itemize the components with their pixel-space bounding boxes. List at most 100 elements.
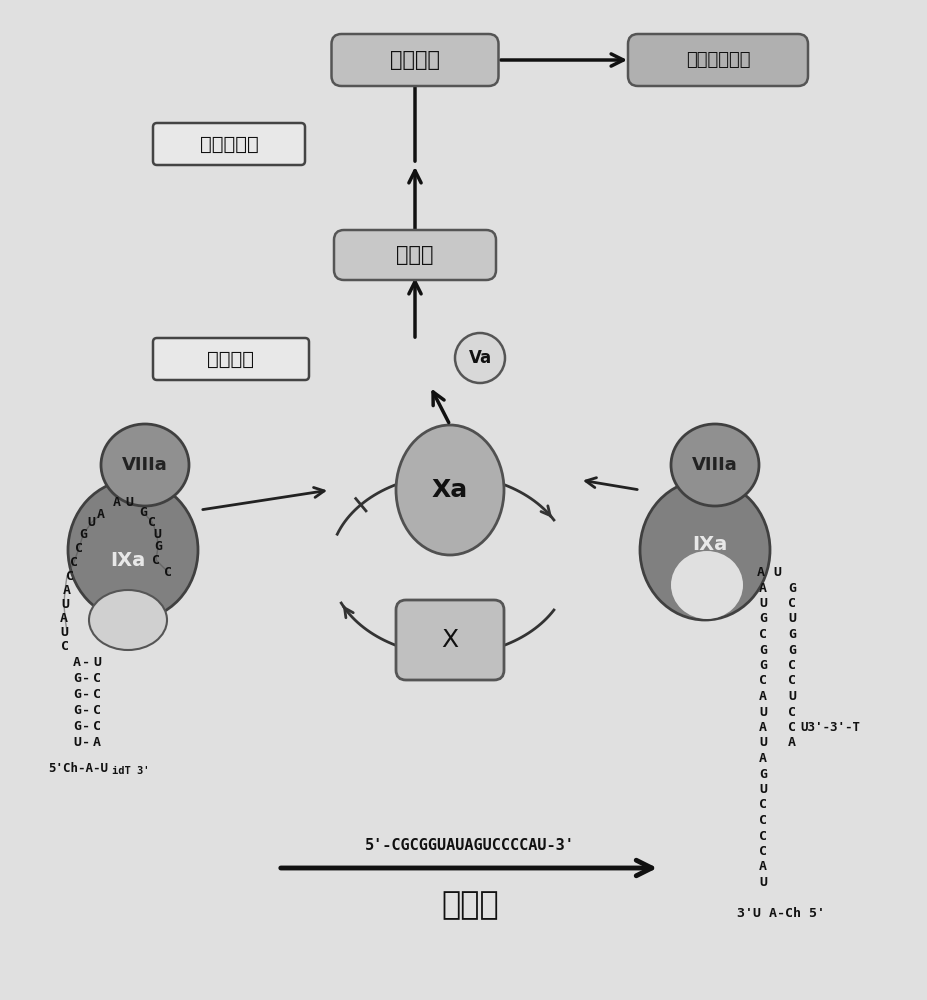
- Text: U: U: [787, 612, 795, 626]
- Text: -: -: [82, 688, 90, 700]
- Text: C: C: [70, 556, 78, 568]
- Text: G: G: [154, 540, 162, 554]
- Text: G: G: [758, 768, 767, 780]
- Text: A: A: [787, 736, 795, 750]
- Text: G: G: [758, 612, 767, 626]
- Text: 纤维蛋白原: 纤维蛋白原: [199, 134, 258, 153]
- Text: C: C: [93, 672, 101, 684]
- Text: G: G: [758, 644, 767, 656]
- Text: Xa: Xa: [431, 478, 467, 502]
- Text: U: U: [758, 597, 767, 610]
- Text: G: G: [79, 528, 87, 542]
- Text: U: U: [758, 783, 767, 796]
- Text: U: U: [61, 597, 69, 610]
- Text: A: A: [758, 582, 767, 594]
- Text: U: U: [93, 656, 101, 668]
- Text: IXa: IXa: [692, 536, 727, 554]
- Text: X: X: [441, 628, 458, 652]
- Ellipse shape: [101, 424, 189, 506]
- Text: C: C: [758, 830, 767, 842]
- Text: A: A: [73, 656, 81, 668]
- Text: idT 3': idT 3': [112, 766, 149, 776]
- Text: A: A: [758, 721, 767, 734]
- Ellipse shape: [89, 590, 167, 650]
- Text: U: U: [758, 876, 767, 889]
- Text: C: C: [75, 542, 83, 554]
- Ellipse shape: [68, 480, 197, 620]
- Text: G: G: [73, 704, 81, 716]
- Text: C: C: [758, 628, 767, 641]
- Text: G: G: [787, 644, 795, 656]
- Ellipse shape: [640, 480, 769, 620]
- Text: C: C: [787, 674, 795, 688]
- Text: C: C: [787, 597, 795, 610]
- Text: C: C: [787, 721, 795, 734]
- Text: U: U: [758, 706, 767, 718]
- Text: C: C: [147, 516, 156, 528]
- Text: G: G: [73, 720, 81, 732]
- Text: U: U: [758, 736, 767, 750]
- FancyBboxPatch shape: [334, 230, 495, 280]
- Text: U3'-3'-T: U3'-3'-T: [799, 721, 859, 734]
- Text: C: C: [93, 688, 101, 700]
- Text: U: U: [60, 626, 68, 639]
- Text: A: A: [97, 508, 105, 520]
- Text: U: U: [153, 528, 160, 540]
- Text: VIIIa: VIIIa: [122, 456, 168, 474]
- Text: U: U: [73, 736, 81, 748]
- Text: A: A: [63, 584, 71, 596]
- Text: IXa: IXa: [110, 550, 146, 570]
- Text: G: G: [73, 672, 81, 684]
- Text: C: C: [164, 566, 171, 578]
- Text: U: U: [87, 516, 95, 530]
- Text: U: U: [125, 495, 133, 508]
- Text: C: C: [758, 814, 767, 827]
- Text: G: G: [139, 506, 146, 518]
- Text: G: G: [73, 688, 81, 700]
- Circle shape: [454, 333, 504, 383]
- Text: U: U: [772, 566, 781, 578]
- Text: C: C: [61, 641, 69, 654]
- Text: A: A: [758, 752, 767, 765]
- Text: 5'-CGCGGUAUAGUCCCCAU-3': 5'-CGCGGUAUAGUCCCCAU-3': [364, 838, 575, 854]
- Text: C: C: [66, 570, 74, 582]
- Text: A: A: [93, 736, 101, 748]
- Text: G: G: [787, 628, 795, 641]
- Text: G: G: [787, 582, 795, 594]
- Text: Va: Va: [468, 349, 491, 367]
- FancyBboxPatch shape: [396, 600, 503, 680]
- Text: G: G: [758, 659, 767, 672]
- Text: C: C: [93, 704, 101, 716]
- FancyBboxPatch shape: [153, 123, 305, 165]
- Text: 凝血酶原: 凝血酶原: [208, 350, 254, 368]
- Text: 纤维蛋白: 纤维蛋白: [389, 50, 439, 70]
- Text: A: A: [758, 690, 767, 703]
- Text: 5'Ch-A-U: 5'Ch-A-U: [48, 762, 108, 774]
- Text: VIIIa: VIIIa: [692, 456, 737, 474]
- Text: C: C: [758, 845, 767, 858]
- Text: C: C: [93, 720, 101, 732]
- Text: A: A: [758, 860, 767, 874]
- Ellipse shape: [396, 425, 503, 555]
- Text: A: A: [60, 611, 68, 624]
- Text: C: C: [758, 798, 767, 812]
- Text: -: -: [82, 720, 90, 732]
- FancyBboxPatch shape: [628, 34, 807, 86]
- Text: A: A: [113, 495, 121, 508]
- Text: U: U: [787, 690, 795, 703]
- Text: C: C: [787, 659, 795, 672]
- Text: -: -: [82, 672, 90, 684]
- Text: -: -: [82, 736, 90, 748]
- Text: C: C: [152, 554, 159, 566]
- Text: 纤维蛋白凝块: 纤维蛋白凝块: [685, 51, 749, 69]
- Text: C: C: [758, 674, 767, 688]
- Text: C: C: [787, 706, 795, 718]
- Text: A: A: [756, 566, 764, 578]
- Text: 抗抗剂: 抗抗剂: [440, 890, 499, 922]
- FancyBboxPatch shape: [331, 34, 498, 86]
- Ellipse shape: [670, 424, 758, 506]
- Text: 3'U A-Ch 5': 3'U A-Ch 5': [736, 907, 824, 920]
- FancyBboxPatch shape: [153, 338, 309, 380]
- Text: -: -: [82, 656, 90, 668]
- Text: -: -: [82, 704, 90, 716]
